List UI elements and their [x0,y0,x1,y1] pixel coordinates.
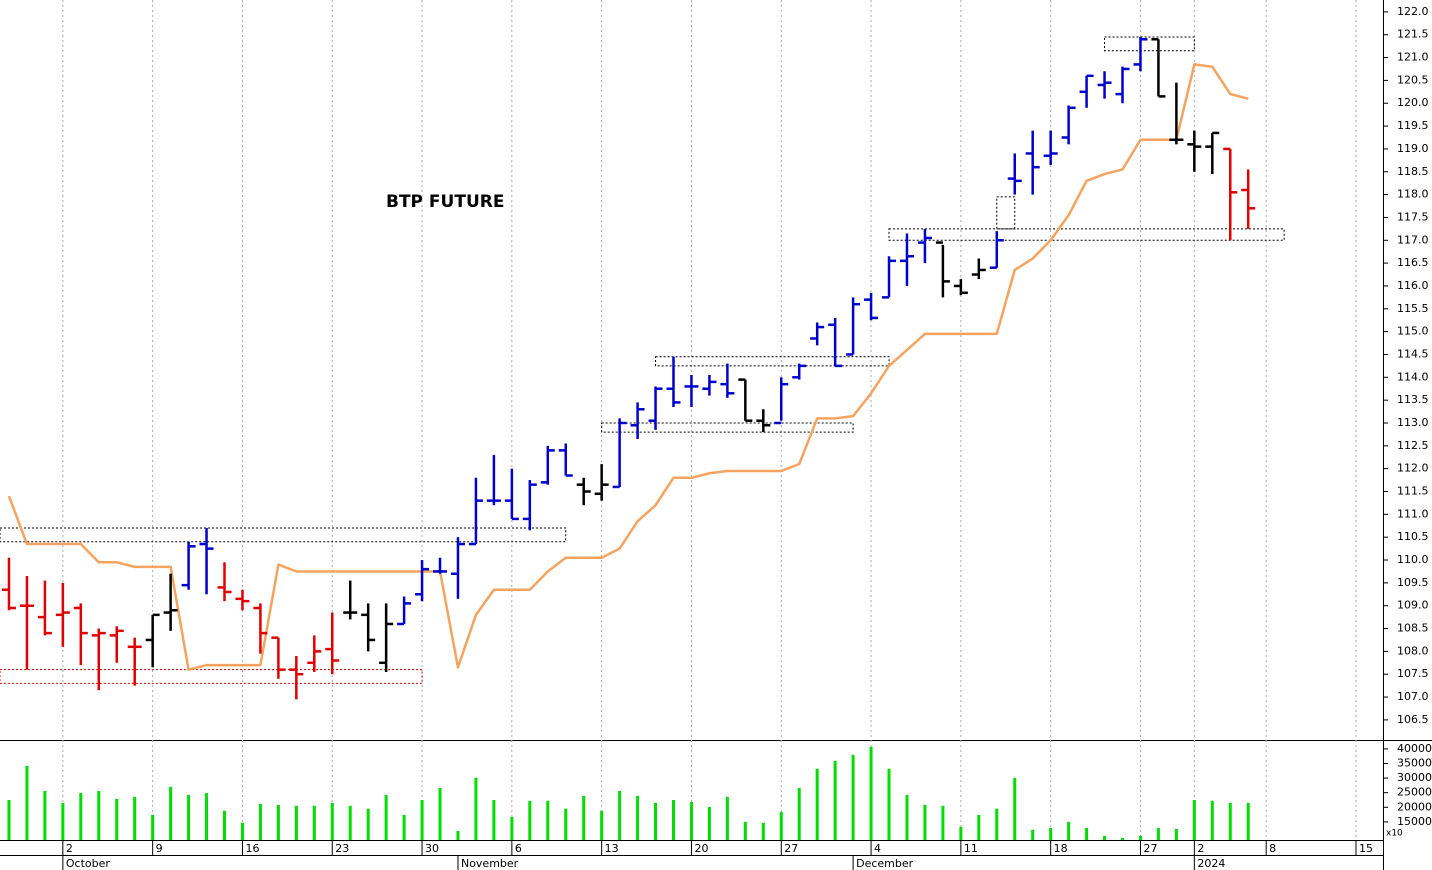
y-tick-label: 112.0 [1397,462,1429,475]
volume-unit: x10 [1386,829,1403,839]
y-tick-label: 118.0 [1397,188,1429,201]
y-tick-label: 109.5 [1397,576,1429,589]
x-tick-label: 27 [784,842,798,855]
y-tick-label: 114.0 [1397,370,1429,383]
x-tick-label: 11 [964,842,978,855]
volume-y-tick-label: 40000 [1397,742,1432,755]
y-tick-label: 106.5 [1397,713,1429,726]
x-tick-label: 13 [605,842,619,855]
x-tick-label: 27 [1143,842,1157,855]
y-tick-label: 114.5 [1397,347,1429,360]
y-tick-label: 113.0 [1397,416,1429,429]
y-tick-label: 107.0 [1397,690,1429,703]
y-tick-label: 108.5 [1397,622,1429,635]
zone [0,669,423,684]
y-tick-label: 113.5 [1397,393,1429,406]
y-tick-label: 116.0 [1397,279,1429,292]
zone [0,527,567,543]
x-tick-label: 30 [425,842,439,855]
y-tick-label: 120.5 [1397,73,1429,86]
chart-title: BTP FUTURE [386,192,504,212]
month-label: 2024 [1197,857,1225,870]
y-tick-label: 121.0 [1397,51,1429,64]
zone [996,196,1016,230]
y-tick-label: 120.0 [1397,96,1429,109]
volume-y-tick-label: 35000 [1397,756,1432,769]
y-tick-label: 111.5 [1397,485,1429,498]
y-tick-label: 117.5 [1397,210,1429,223]
y-tick-label: 115.0 [1397,325,1429,338]
y-tick-label: 117.0 [1397,233,1429,246]
y-tick-label: 107.5 [1397,667,1429,680]
y-tick-label: 119.0 [1397,142,1429,155]
y-tick-label: 115.5 [1397,302,1429,315]
y-tick-label: 119.5 [1397,119,1429,132]
x-tick-label: 4 [874,842,881,855]
x-tick-label: 18 [1054,842,1068,855]
volume-y-tick-label: 30000 [1397,771,1432,784]
y-tick-label: 110.5 [1397,530,1429,543]
x-tick-label: 8 [1269,842,1276,855]
x-tick-label: 9 [156,842,163,855]
x-tick-label: 2 [66,842,73,855]
x-tick-label: 20 [694,842,708,855]
stop-line [7,63,1249,671]
zone [888,228,1285,241]
y-tick-label: 111.0 [1397,507,1429,520]
volume-y-tick-label: 25000 [1397,786,1432,799]
x-tick-label: 15 [1359,842,1373,855]
x-tick-label: 16 [245,842,259,855]
y-tick-label: 110.0 [1397,553,1429,566]
y-tick-label: 112.5 [1397,439,1429,452]
y-tick-label: 109.0 [1397,599,1429,612]
y-tick-label: 118.5 [1397,165,1429,178]
x-tick-label: 23 [335,842,349,855]
x-tick-label: 6 [515,842,522,855]
y-tick-label: 122.0 [1397,5,1429,18]
volume-y-tick-label: 20000 [1397,800,1432,813]
x-tick-label: 2 [1197,842,1204,855]
zone [655,356,890,367]
volume-y-tick-label: 15000 [1397,815,1432,828]
y-tick-label: 116.5 [1397,256,1429,269]
zone [601,422,854,433]
month-label: November [461,857,519,870]
y-tick-label: 108.0 [1397,644,1429,657]
month-label: October [66,857,110,870]
month-label: December [856,857,914,870]
y-tick-label: 121.5 [1397,28,1429,41]
zone [1104,36,1195,52]
